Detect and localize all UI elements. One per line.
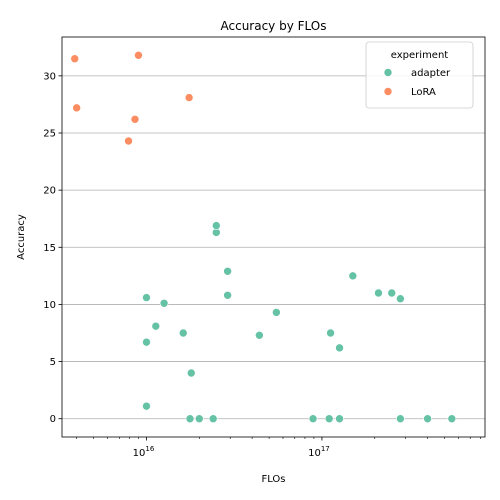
data-point-lora: [124, 136, 133, 146]
data-point-lora: [134, 50, 143, 60]
legend-marker: [383, 68, 393, 77]
data-point-adapter: [142, 293, 151, 302]
data-point-adapter: [272, 308, 281, 317]
data-point-adapter: [374, 288, 383, 298]
data-point-adapter: [208, 414, 218, 424]
data-point-adapter: [348, 271, 358, 281]
data-point-adapter: [396, 414, 405, 424]
data-point-adapter: [423, 414, 432, 424]
y-tick-label: 20: [43, 186, 56, 197]
x-tick-label: 1016: [133, 445, 155, 459]
plot-frame: [61, 36, 486, 438]
data-point-lora: [70, 54, 80, 64]
data-point-adapter: [324, 414, 334, 424]
data-point-adapter: [223, 290, 232, 300]
legend: experiment adapter LoRA: [365, 41, 474, 109]
y-axis-ticks: 0 5 10 15 20 25 30: [43, 71, 62, 425]
legend-marker: [383, 87, 393, 96]
data-point-lora: [72, 103, 81, 113]
legend-label: LoRA: [411, 87, 436, 98]
data-point-adapter: [326, 328, 335, 338]
data-point-adapter: [223, 266, 232, 276]
data-point-adapter: [159, 298, 169, 308]
data-point-adapter: [255, 330, 264, 340]
data-point-adapter: [335, 343, 344, 353]
x-axis-ticks: 1016 1017: [76, 437, 481, 459]
data-point-adapter: [396, 294, 405, 304]
y-axis-label: Accuracy: [16, 214, 27, 260]
chart-title: Accuracy by FLOs: [221, 19, 327, 33]
data-point-lora: [184, 93, 194, 102]
data-point-adapter: [185, 414, 195, 424]
data-point-adapter: [142, 337, 151, 347]
data-point-adapter: [142, 401, 151, 411]
y-tick-label: 30: [43, 71, 56, 82]
data-point-adapter: [308, 414, 318, 424]
y-tick-label: 5: [50, 357, 56, 368]
data-point-lora: [130, 114, 140, 124]
data-points: [70, 50, 457, 424]
y-tick-label: 0: [50, 414, 56, 425]
data-point-adapter: [387, 288, 397, 298]
x-axis-label: FLOs: [261, 474, 285, 485]
y-tick-label: 10: [43, 300, 56, 311]
data-point-adapter: [447, 414, 457, 424]
legend-label: adapter: [411, 68, 451, 79]
y-tick-label: 25: [43, 129, 56, 140]
data-point-adapter: [194, 414, 204, 424]
legend-title: experiment: [391, 50, 449, 61]
data-point-adapter: [151, 321, 161, 331]
legend-box: [365, 41, 474, 109]
data-point-adapter: [186, 368, 196, 378]
x-tick-label: 1017: [308, 445, 330, 459]
data-point-adapter: [178, 328, 188, 338]
data-point-adapter: [335, 414, 344, 424]
y-tick-label: 15: [43, 243, 56, 254]
data-point-adapter: [211, 221, 221, 230]
